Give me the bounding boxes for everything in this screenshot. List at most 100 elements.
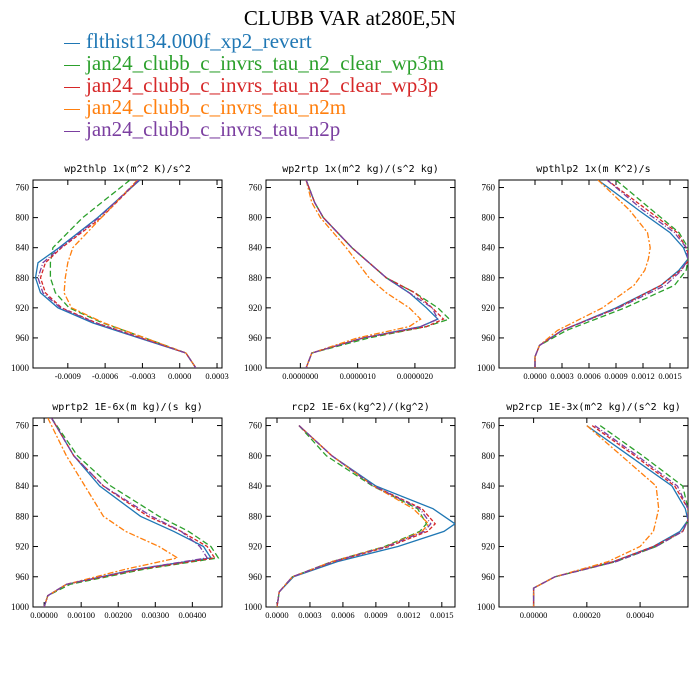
y-tick-label: 920 (249, 542, 263, 552)
chart-title: wprtp2 1E-6x(m kg)/(s kg) (52, 402, 203, 413)
legend-item: jan24_clubb_c_invrs_tau_n2m (64, 96, 444, 118)
y-tick-label: 960 (249, 572, 263, 582)
legend-item: jan24_clubb_c_invrs_tau_n2p (64, 118, 444, 140)
chart-title: wpthlp2 1x(m K^2)/s (536, 164, 650, 175)
legend-line-swatch (64, 86, 80, 88)
series-line (276, 425, 430, 607)
plot-frame (498, 179, 689, 369)
y-tick-label: 1000 (11, 602, 30, 612)
series-line (305, 180, 451, 368)
chart-title: wp2rtp 1x(m^2 kg)/(s^2 kg) (282, 164, 439, 175)
x-tick-label: 0.00100 (67, 610, 95, 620)
series-line (43, 418, 212, 607)
series-line (534, 180, 688, 368)
y-tick-label: 840 (249, 243, 263, 253)
y-tick-label: 920 (16, 542, 30, 552)
x-tick-label: 0.0000 (265, 610, 288, 620)
chart-panel: rcp2 1E-6x(kg^2)/(kg^2) 760 800 840 880 920 96… (244, 402, 456, 620)
series-line (63, 180, 197, 368)
series-line (276, 425, 428, 607)
y-tick-label: 960 (16, 333, 30, 343)
y-tick-label: 920 (482, 542, 496, 552)
x-tick-label: 0.0012 (631, 371, 654, 381)
x-tick-label: 0.0015 (430, 610, 453, 620)
chart-title: rcp2 1E-6x(kg^2)/(kg^2) (291, 402, 429, 413)
x-tick-label: 0.0006 (577, 371, 600, 381)
x-tick-label: 0.0015 (658, 371, 681, 381)
plot-frame (32, 417, 223, 608)
legend-label: flthist134.000f_xp2_revert (86, 29, 312, 53)
series-line (532, 425, 688, 607)
legend-line-swatch (64, 64, 80, 66)
x-tick-label: 0.00000 (520, 610, 548, 620)
legend-label: jan24_clubb_c_invrs_tau_n2_clear_wp3p (86, 73, 439, 97)
series-line (534, 180, 651, 368)
y-tick-label: 840 (482, 243, 496, 253)
y-tick-label: 760 (249, 183, 263, 193)
series-line (532, 425, 688, 607)
y-tick-label: 960 (16, 572, 30, 582)
y-tick-label: 760 (16, 183, 30, 193)
series-line (532, 425, 688, 607)
x-tick-label: 0.0003 (205, 371, 228, 381)
y-tick-label: 800 (16, 451, 30, 461)
y-tick-label: 800 (249, 213, 263, 223)
series-line (532, 425, 688, 607)
series-line (37, 180, 197, 368)
y-tick-label: 800 (482, 213, 496, 223)
y-tick-label: 840 (16, 481, 30, 491)
x-tick-label: 0.00400 (179, 610, 207, 620)
x-tick-label: 0.00040 (626, 610, 654, 620)
x-tick-label: 0.0009 (364, 610, 387, 620)
y-tick-label: 800 (16, 213, 30, 223)
y-tick-label: 960 (482, 333, 496, 343)
legend-item: jan24_clubb_c_invrs_tau_n2_clear_wp3m (64, 52, 444, 74)
chart-panel: wp2rtp 1x(m^2 kg)/(s^2 kg) 760 800 840 880 92… (244, 164, 456, 381)
series-line (43, 418, 220, 607)
series-line (39, 180, 197, 368)
legend: flthist134.000f_xp2_revert jan24_clubb_c_… (64, 30, 444, 140)
y-tick-label: 840 (482, 481, 496, 491)
series-line (534, 180, 688, 368)
series-line (34, 180, 197, 368)
legend-label: jan24_clubb_c_invrs_tau_n2m (86, 95, 347, 119)
page-title: CLUBB VAR at280E,5N (243, 6, 457, 30)
series-line (532, 425, 660, 607)
y-tick-label: 760 (482, 183, 496, 193)
chart-panel: wpthlp2 1x(m K^2)/s 760 800 840 880 920 960 100… (477, 164, 689, 381)
legend-item: flthist134.000f_xp2_revert (64, 30, 444, 52)
y-tick-label: 760 (249, 421, 263, 431)
chart-panel: wp2rcp 1E-3x(m^2 kg)/(s^2 kg) 760 800 840 88… (477, 402, 689, 620)
x-tick-label: 0.00300 (141, 610, 169, 620)
x-tick-label: 0.00000 (30, 610, 58, 620)
x-tick-label: 0.0000020 (397, 371, 433, 381)
series-line (534, 180, 688, 368)
y-tick-label: 920 (482, 303, 496, 313)
series-line (305, 180, 439, 368)
series-line (276, 425, 437, 607)
series-line (534, 180, 688, 368)
y-tick-label: 1000 (244, 602, 263, 612)
y-tick-label: 800 (482, 451, 496, 461)
x-tick-label: 0.0006 (331, 610, 354, 620)
series-line (305, 180, 439, 368)
plot-frame (32, 179, 223, 369)
chart-panel: wp2thlp 1x(m^2 K)/s^2 760 800 840 880 920 960 1… (11, 164, 229, 381)
y-tick-label: 1000 (244, 363, 263, 373)
y-tick-label: 840 (249, 481, 263, 491)
y-tick-label: 960 (482, 572, 496, 582)
chart-panel: wprtp2 1E-6x(m kg)/(s kg) 760 800 840 880 920… (11, 402, 223, 620)
y-tick-label: 880 (482, 511, 496, 521)
legend-label: jan24_clubb_c_invrs_tau_n2_clear_wp3m (86, 51, 445, 75)
series-line (43, 418, 209, 607)
legend-item: jan24_clubb_c_invrs_tau_n2_clear_wp3p (64, 74, 444, 96)
series-line (43, 418, 180, 607)
x-tick-label: 0.0012 (397, 610, 420, 620)
x-tick-label: 0.00200 (104, 610, 132, 620)
y-tick-label: 880 (249, 511, 263, 521)
y-tick-label: 960 (249, 333, 263, 343)
y-tick-label: 920 (249, 303, 263, 313)
x-tick-label: -0.0006 (92, 371, 118, 381)
chart-title: wp2rcp 1E-3x(m^2 kg)/(s^2 kg) (506, 402, 681, 413)
